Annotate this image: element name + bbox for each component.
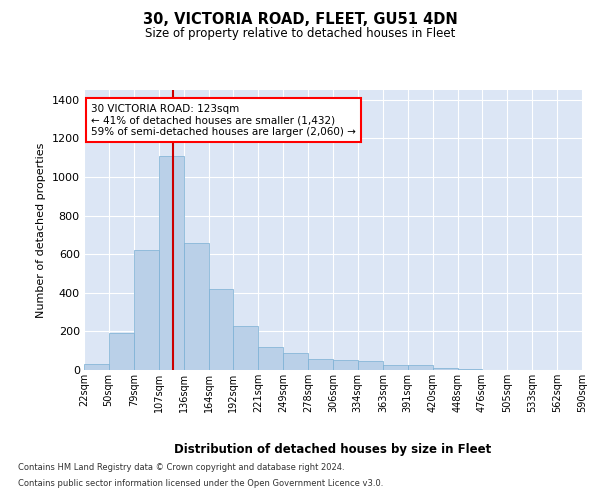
Bar bbox=[433, 368, 458, 370]
Bar bbox=[358, 362, 383, 370]
Text: Contains public sector information licensed under the Open Government Licence v3: Contains public sector information licen… bbox=[18, 478, 383, 488]
Text: 30, VICTORIA ROAD, FLEET, GU51 4DN: 30, VICTORIA ROAD, FLEET, GU51 4DN bbox=[143, 12, 457, 28]
Bar bbox=[333, 360, 358, 370]
Bar bbox=[134, 250, 158, 370]
Bar bbox=[209, 289, 233, 370]
Bar bbox=[84, 364, 109, 370]
Bar bbox=[233, 326, 259, 370]
Bar bbox=[259, 347, 283, 370]
Y-axis label: Number of detached properties: Number of detached properties bbox=[36, 142, 46, 318]
Bar bbox=[383, 365, 407, 370]
Bar bbox=[109, 334, 134, 370]
Bar bbox=[184, 242, 209, 370]
Bar bbox=[458, 369, 482, 370]
Bar bbox=[308, 360, 333, 370]
Text: 30 VICTORIA ROAD: 123sqm
← 41% of detached houses are smaller (1,432)
59% of sem: 30 VICTORIA ROAD: 123sqm ← 41% of detach… bbox=[91, 104, 356, 136]
Bar bbox=[158, 156, 184, 370]
Text: Contains HM Land Registry data © Crown copyright and database right 2024.: Contains HM Land Registry data © Crown c… bbox=[18, 464, 344, 472]
Bar bbox=[407, 365, 433, 370]
Bar bbox=[283, 352, 308, 370]
Text: Size of property relative to detached houses in Fleet: Size of property relative to detached ho… bbox=[145, 28, 455, 40]
Text: Distribution of detached houses by size in Fleet: Distribution of detached houses by size … bbox=[175, 442, 491, 456]
